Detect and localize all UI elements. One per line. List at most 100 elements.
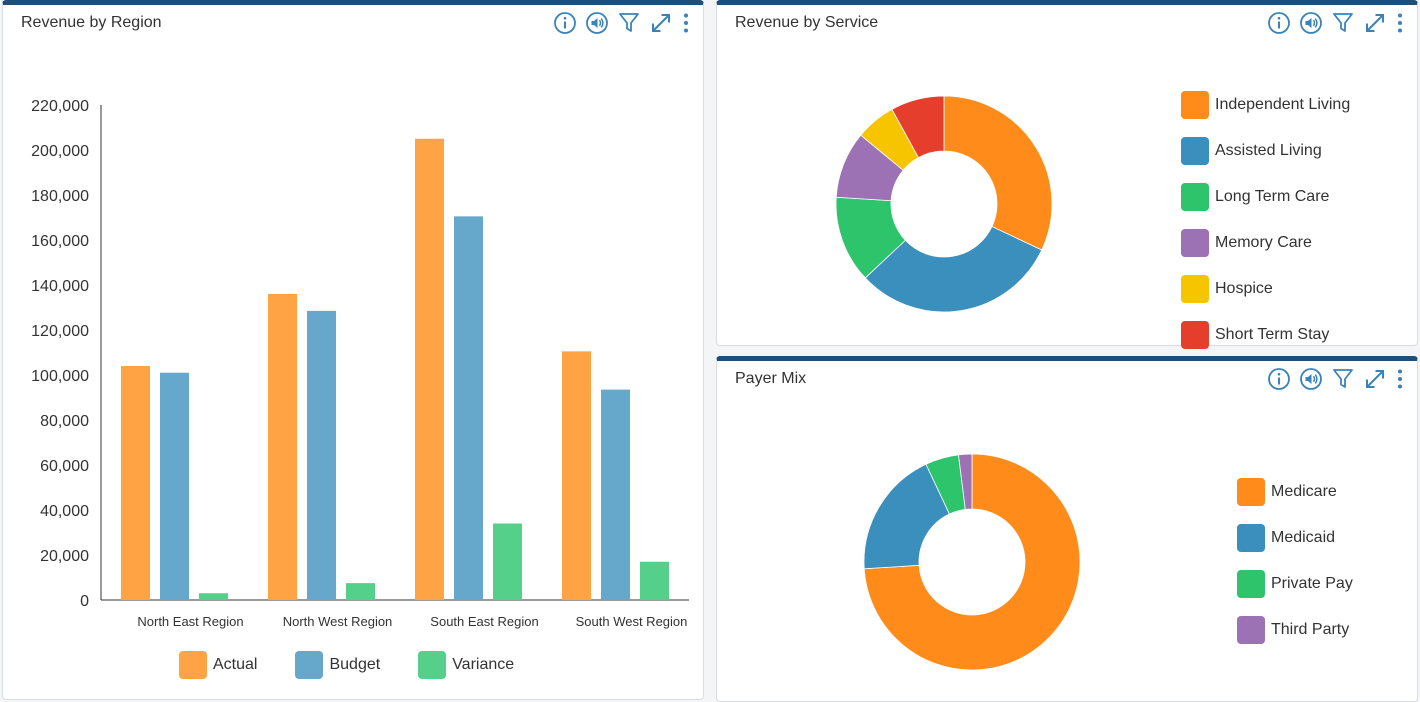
slice-assisted-living[interactable]: [864, 226, 1043, 313]
revenue-by-region-panel: Revenue by Region 0 20,000 40,000 60,000 80,…: [2, 0, 704, 700]
bar-actual[interactable]: [121, 366, 150, 600]
filter-icon[interactable]: [1331, 11, 1355, 35]
speaker-icon[interactable]: [1299, 11, 1323, 35]
legend-label: Assisted Living: [1215, 142, 1322, 159]
legend-label: Short Term Stay: [1215, 326, 1330, 343]
y-tick-label: 80,000: [40, 413, 89, 430]
chart-legend: Actual Budget Variance: [179, 651, 514, 679]
bar-budget[interactable]: [454, 216, 483, 600]
legend-label: Actual: [213, 656, 258, 673]
bar-budget[interactable]: [160, 372, 189, 600]
y-tick-label: 180,000: [31, 188, 89, 205]
revenue-by-service-chart: [835, 95, 1053, 313]
legend-swatch: [1181, 91, 1209, 119]
revenue-by-service-panel: Revenue by Service Independent Living Ass…: [716, 0, 1418, 349]
legend-item[interactable]: Medicaid: [1237, 524, 1353, 552]
y-tick-label: 100,000: [31, 368, 89, 385]
bar-budget[interactable]: [601, 389, 630, 600]
legend-swatch: [1181, 183, 1209, 211]
y-tick-label: 120,000: [31, 323, 89, 340]
more-icon[interactable]: [1395, 11, 1405, 35]
legend-swatch: [1181, 321, 1209, 349]
legend-label: Medicare: [1271, 483, 1337, 500]
x-tick-label: North East Region: [137, 614, 243, 629]
legend-swatch: [295, 651, 324, 679]
panel-title: Revenue by Service: [735, 14, 879, 31]
panel-toolbar: [1267, 11, 1405, 35]
filter-icon[interactable]: [617, 11, 641, 35]
chart-legend: Medicare Medicaid Private Pay Third Party: [1237, 478, 1353, 644]
legend-item[interactable]: Variance: [418, 651, 514, 679]
y-tick-label: 20,000: [40, 548, 89, 565]
bar-variance[interactable]: [346, 583, 375, 600]
info-icon[interactable]: [1267, 11, 1291, 35]
legend-label: Third Party: [1271, 621, 1350, 638]
legend-item[interactable]: Long Term Care: [1181, 183, 1350, 211]
bar-actual[interactable]: [268, 294, 297, 600]
legend-label: Medicaid: [1271, 529, 1336, 546]
info-icon[interactable]: [553, 11, 577, 35]
legend-swatch: [1237, 616, 1265, 644]
panel-toolbar: [1267, 367, 1405, 391]
bar-variance[interactable]: [640, 561, 669, 600]
legend-item[interactable]: Medicare: [1237, 478, 1353, 506]
legend-label: Budget: [329, 656, 381, 673]
y-tick-label: 0: [80, 593, 89, 610]
y-tick-label: 200,000: [31, 143, 89, 160]
bar-budget[interactable]: [307, 310, 336, 600]
panel-title: Payer Mix: [735, 370, 807, 387]
x-tick-label: North West Region: [283, 614, 393, 629]
legend-label: Variance: [452, 656, 515, 673]
legend-item[interactable]: Short Term Stay: [1181, 321, 1350, 349]
legend-item[interactable]: Independent Living: [1181, 91, 1350, 119]
legend-swatch: [1237, 524, 1265, 552]
legend-item[interactable]: Actual: [179, 651, 257, 679]
legend-swatch: [1181, 137, 1209, 165]
more-icon[interactable]: [1395, 367, 1405, 391]
bar-actual[interactable]: [415, 138, 444, 600]
legend-item[interactable]: Hospice: [1181, 275, 1350, 303]
legend-item[interactable]: Memory Care: [1181, 229, 1350, 257]
payer-mix-panel: Payer Mix Medicare Medicaid Private Pay Thi…: [716, 356, 1418, 702]
legend-item[interactable]: Budget: [295, 651, 380, 679]
payer-mix-chart: [863, 453, 1081, 671]
y-tick-label: 160,000: [31, 233, 89, 250]
speaker-icon[interactable]: [585, 11, 609, 35]
legend-item[interactable]: Assisted Living: [1181, 137, 1350, 165]
slice-third-party[interactable]: [958, 453, 973, 510]
y-tick-label: 140,000: [31, 278, 89, 295]
legend-label: Hospice: [1215, 280, 1273, 297]
x-tick-label: South East Region: [430, 614, 538, 629]
filter-icon[interactable]: [1331, 367, 1355, 391]
y-tick-label: 60,000: [40, 458, 89, 475]
legend-swatch: [179, 651, 207, 679]
legend-item[interactable]: Private Pay: [1237, 570, 1353, 598]
speaker-icon[interactable]: [1299, 367, 1323, 391]
more-icon[interactable]: [681, 11, 691, 35]
bar-variance[interactable]: [493, 523, 522, 601]
legend-label: Long Term Care: [1215, 188, 1330, 205]
slice-medicare[interactable]: [863, 453, 1081, 671]
bar-variance[interactable]: [199, 593, 228, 600]
legend-swatch: [418, 651, 447, 679]
info-icon[interactable]: [1267, 367, 1291, 391]
legend-swatch: [1237, 478, 1265, 506]
legend-label: Private Pay: [1271, 575, 1353, 592]
legend-item[interactable]: Third Party: [1237, 616, 1353, 644]
panel-toolbar: [553, 11, 691, 35]
legend-label: Independent Living: [1215, 96, 1351, 113]
legend-swatch: [1181, 275, 1209, 303]
bar-actual[interactable]: [562, 351, 591, 600]
expand-icon[interactable]: [649, 11, 673, 35]
legend-swatch: [1181, 229, 1209, 257]
chart-legend: Independent Living Assisted Living Long Te…: [1181, 91, 1350, 349]
slice-short-term-stay[interactable]: [891, 95, 945, 159]
legend-label: Memory Care: [1215, 234, 1312, 251]
x-tick-label: South West Region: [576, 614, 688, 629]
expand-icon[interactable]: [1363, 11, 1387, 35]
y-tick-label: 220,000: [31, 98, 89, 115]
slice-independent-living[interactable]: [943, 95, 1053, 251]
panel-title: Revenue by Region: [21, 14, 162, 31]
expand-icon[interactable]: [1363, 367, 1387, 391]
legend-swatch: [1237, 570, 1265, 598]
